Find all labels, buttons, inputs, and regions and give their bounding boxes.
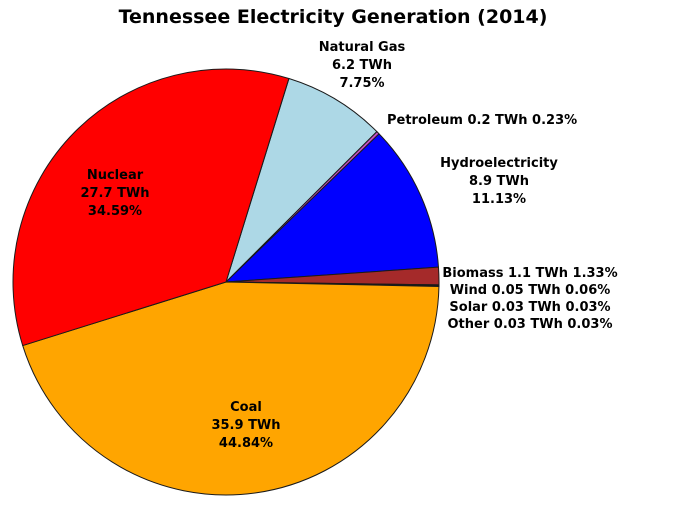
label-wind-line: Wind 0.05 TWh 0.06% (449, 283, 611, 298)
pie-slice-coal (22, 281, 440, 496)
label-coal-value: 35.9 TWh (211, 418, 281, 433)
label-hydro-name: Hydroelectricity (440, 156, 558, 171)
pie-slice-hydroelectricity (225, 133, 439, 283)
label-nuclear-value: 27.7 TWh (80, 186, 150, 201)
label-coal: Coal 35.9 TWh 44.84% (211, 399, 280, 453)
label-natural-gas-value: 6.2 TWh (331, 58, 393, 73)
label-solar-line: Solar 0.03 TWh 0.03% (449, 300, 611, 315)
label-coal-percent: 44.84% (218, 436, 274, 451)
label-natural-gas-name: Natural Gas (318, 40, 406, 55)
label-petroleum: Petroleum 0.2 TWh 0.23% (387, 112, 577, 130)
label-hydroelectricity: Hydroelectricity 8.9 TWh 11.13% (440, 155, 558, 209)
pie-slice-natural-gas (225, 78, 378, 283)
label-other-line: Other 0.03 TWh 0.03% (447, 317, 613, 332)
label-petroleum-line: Petroleum 0.2 TWh 0.23% (387, 113, 578, 128)
label-nuclear-percent: 34.59% (87, 204, 143, 219)
label-small-slices: Biomass 1.1 TWh 1.33% Wind 0.05 TWh 0.06… (442, 265, 617, 333)
label-coal-name: Coal (230, 400, 262, 415)
chart-title: Tennessee Electricity Generation (2014) (118, 6, 548, 28)
label-nuclear: Nuclear 27.7 TWh 34.59% (80, 167, 149, 221)
label-natural-gas: Natural Gas 6.2 TWh 7.75% (319, 39, 405, 93)
label-hydro-value: 8.9 TWh (468, 174, 530, 189)
label-biomass-line: Biomass 1.1 TWh 1.33% (442, 266, 618, 281)
label-natural-gas-percent: 7.75% (339, 76, 385, 91)
label-hydro-percent: 11.13% (471, 192, 527, 207)
pie-slice-nuclear (12, 68, 290, 347)
label-nuclear-name: Nuclear (86, 168, 144, 183)
